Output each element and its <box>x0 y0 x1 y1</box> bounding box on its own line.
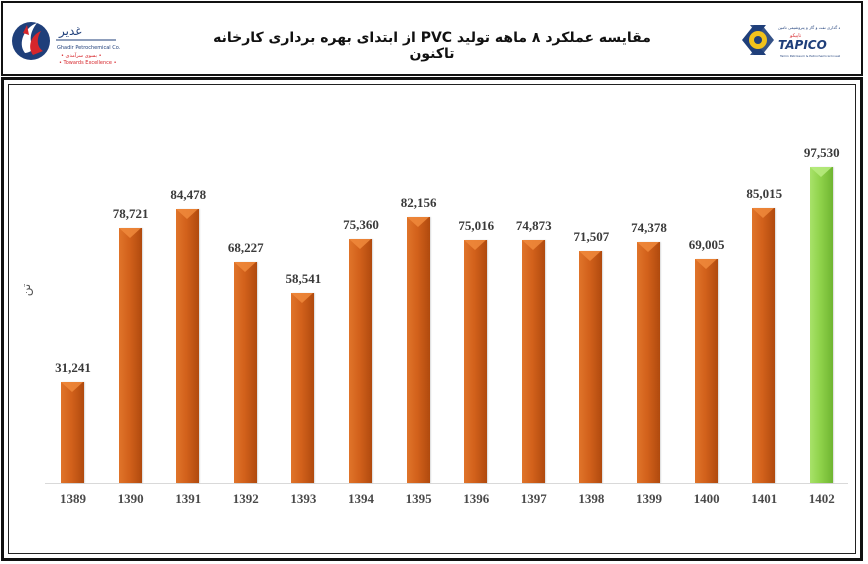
data-label: 78,721 <box>112 206 149 221</box>
bar <box>579 251 603 483</box>
bar-group: 31,241 <box>45 360 101 483</box>
bar-group: 69,005 <box>679 237 735 483</box>
bar <box>349 239 372 483</box>
x-tick-label: 1389 <box>60 491 86 506</box>
bar <box>464 240 488 483</box>
bar-group: 78,721 <box>103 206 159 483</box>
bar <box>291 293 315 483</box>
bar <box>176 209 200 483</box>
svg-text:• Towards Excellence •: • Towards Excellence • <box>59 60 117 66</box>
bar <box>752 208 776 483</box>
header-box: غدیر Ghadir Petrochemical Co. • بسوی سرآ… <box>1 1 863 76</box>
bar-group: 68,227 <box>218 240 274 483</box>
chart-inner-frame <box>8 84 856 554</box>
ghadir-petrochemical-logo-icon: غدیر Ghadir Petrochemical Co. • بسوی سرآ… <box>12 22 121 66</box>
svg-text:Ghadir Petrochemical Co.: Ghadir Petrochemical Co. <box>57 45 121 51</box>
svg-text:غدیر: غدیر <box>58 24 82 39</box>
x-tick-label: 1393 <box>290 491 317 506</box>
data-label: 69,005 <box>688 237 725 252</box>
data-label: 82,156 <box>400 195 437 210</box>
data-label: 71,507 <box>573 229 610 244</box>
bar-group: 97,530 <box>794 145 850 483</box>
bar-group: 71,507 <box>563 229 619 483</box>
tapico-logo-icon: شرکت سرمایه گذاری نفت و گاز و پتروشیمی ت… <box>742 25 840 58</box>
bar-group: 74,378 <box>621 220 677 483</box>
bar-group: 58,541 <box>275 271 331 483</box>
svg-text:TAPICO: TAPICO <box>778 38 827 52</box>
x-tick-label: 1392 <box>232 491 259 506</box>
svg-text:Tamin Petroleum & Petrochemica: Tamin Petroleum & Petrochemical Investme… <box>779 54 840 58</box>
data-label: 68,227 <box>227 240 264 255</box>
data-label: 58,541 <box>285 271 322 286</box>
x-tick-label: 1398 <box>578 491 605 506</box>
bar <box>521 240 545 483</box>
bar <box>118 228 142 483</box>
x-tick-label: 1402 <box>808 491 835 506</box>
x-tick-label: 1401 <box>751 491 778 506</box>
svg-text:• بسوی سرآمدی •: • بسوی سرآمدی • <box>61 52 102 59</box>
x-tick-label: 1391 <box>175 491 202 506</box>
x-tick-label: 1396 <box>463 491 490 506</box>
bar-group: 74,873 <box>506 218 562 483</box>
bar-group: 85,015 <box>736 186 792 483</box>
data-label: 84,478 <box>170 187 207 202</box>
data-label: 31,241 <box>55 360 91 375</box>
bar-group: 75,016 <box>448 218 504 483</box>
bar <box>637 242 660 483</box>
x-tick-label: 1400 <box>693 491 720 506</box>
data-label: 97,530 <box>803 145 840 160</box>
bar-group: 75,360 <box>333 217 389 483</box>
svg-text:تاپیکو: تاپیکو <box>789 33 802 39</box>
data-label: 85,015 <box>746 186 783 201</box>
x-tick-label: 1390 <box>117 491 144 506</box>
chart-frame <box>1 77 863 561</box>
x-tick-label: 1394 <box>348 491 374 506</box>
x-tick-label: 1397 <box>520 491 547 506</box>
chart-title: مقایسه عملکرد ۸ ماهه تولید PVC از ابتدای… <box>213 30 651 62</box>
data-label: 74,873 <box>515 218 552 233</box>
data-label: 75,360 <box>343 217 379 232</box>
data-label: 75,016 <box>458 218 495 233</box>
x-tick-label: 1399 <box>636 491 662 506</box>
data-label: 74,378 <box>631 220 667 235</box>
bar-group: 84,478 <box>160 187 216 483</box>
y-axis-unit-label: تن <box>19 283 34 297</box>
bar <box>61 382 84 483</box>
x-axis-line <box>45 483 848 484</box>
bar <box>233 262 257 483</box>
x-tick-label: 1395 <box>405 491 432 506</box>
bar <box>809 167 833 483</box>
bar <box>694 259 718 483</box>
bar-group: 82,156 <box>391 195 447 483</box>
svg-text:شرکت سرمایه گذاری نفت و گاز و: شرکت سرمایه گذاری نفت و گاز و پتروشیمی ت… <box>778 25 840 30</box>
bar <box>406 217 430 483</box>
